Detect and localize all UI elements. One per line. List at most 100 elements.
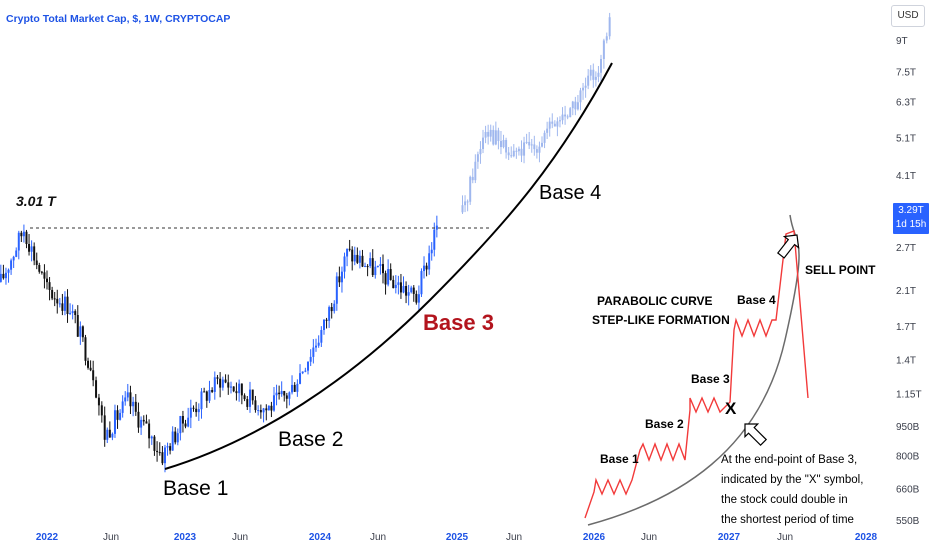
- candle-body: [381, 264, 384, 274]
- candle-body: [320, 330, 323, 343]
- candle-body: [587, 75, 590, 86]
- base-4-label: Base 4: [539, 182, 601, 204]
- candle-body: [238, 383, 241, 394]
- candle-body: [192, 407, 195, 409]
- x-tick-label: 2024: [309, 532, 332, 543]
- candle-body: [407, 292, 410, 296]
- candle-body: [307, 361, 310, 371]
- candle-body: [369, 258, 372, 267]
- candle-body: [158, 452, 161, 454]
- candle-body: [262, 408, 265, 413]
- candle-body: [28, 244, 31, 252]
- note-line-4: the shortest period of time: [721, 514, 854, 526]
- candle-body: [293, 384, 296, 392]
- candle-body: [299, 373, 302, 384]
- candle-body: [30, 246, 33, 252]
- candle-body: [340, 271, 343, 283]
- candle-countdown: 1d 15h: [895, 219, 927, 230]
- ath-label: 3.01 T: [16, 193, 57, 209]
- candle-body: [288, 392, 291, 399]
- candle-body: [251, 389, 254, 401]
- candle-body: [569, 108, 572, 118]
- candle-body: [283, 391, 286, 396]
- candle-body: [89, 367, 92, 371]
- x-tick-label: 2022: [36, 532, 59, 543]
- candle-body: [46, 278, 48, 283]
- candle-body: [525, 141, 528, 143]
- candle-body: [420, 271, 423, 295]
- candle-body: [482, 137, 485, 150]
- y-tick-label: 1.7T: [896, 322, 916, 333]
- candle-body: [533, 144, 536, 150]
- chart-title: Crypto Total Market Cap, $, 1W, CRYPTOCA…: [6, 13, 231, 25]
- candle-body: [76, 315, 79, 337]
- inset-title-line-2: STEP-LIKE FORMATION: [592, 313, 730, 327]
- candle-body: [257, 410, 260, 412]
- candle-body: [579, 90, 582, 103]
- candle-body: [108, 429, 111, 438]
- candle-body: [22, 231, 25, 237]
- candle-body: [240, 383, 243, 396]
- y-tick-label: 800B: [896, 452, 920, 463]
- candle-body: [265, 408, 268, 411]
- candle-body: [179, 416, 182, 434]
- candle-body: [38, 264, 41, 272]
- y-tick-label: 660B: [896, 485, 920, 496]
- candle-body: [430, 249, 433, 254]
- candle-body: [272, 395, 275, 411]
- candle-body: [317, 342, 320, 346]
- candle-body: [208, 390, 211, 401]
- currency-button[interactable]: USD: [891, 5, 925, 27]
- candle-body: [163, 447, 166, 464]
- y-tick-label: 550B: [896, 516, 920, 527]
- candle-body: [312, 347, 315, 357]
- candle-body: [405, 286, 408, 296]
- candle-body: [184, 423, 187, 427]
- candle-body: [66, 296, 69, 314]
- x-tick-label: 2025: [446, 532, 469, 543]
- candle-body: [538, 146, 541, 153]
- candle-body: [556, 121, 559, 127]
- y-tick-label: 2.7T: [896, 243, 916, 254]
- x-tick-label: Jun: [641, 532, 657, 543]
- candle-body: [497, 130, 500, 141]
- candle-body: [399, 282, 402, 293]
- sell-point-arrow-icon: [776, 234, 800, 259]
- candle-body: [111, 433, 114, 438]
- candle-body: [100, 405, 103, 416]
- candle-body: [338, 276, 341, 283]
- y-tick-label: 4.1T: [896, 171, 916, 182]
- x-marker: X: [725, 399, 737, 418]
- candle-body: [51, 289, 54, 299]
- candle-body: [150, 436, 153, 439]
- candle-body: [546, 128, 549, 133]
- inset-base-3-label: Base 3: [691, 372, 730, 386]
- candle-body: [197, 409, 200, 413]
- candle-body: [476, 154, 479, 162]
- candle-body: [551, 121, 554, 124]
- candle-body: [213, 377, 216, 392]
- candle-body: [348, 248, 351, 250]
- candle-body: [328, 307, 331, 321]
- candle-body: [134, 401, 137, 412]
- candle-body: [156, 450, 159, 453]
- candle-body: [333, 303, 336, 312]
- candle-body: [351, 249, 354, 262]
- candle-body: [543, 132, 546, 143]
- candle-body: [176, 433, 179, 443]
- candle-body: [181, 416, 184, 424]
- candle-body: [597, 72, 600, 77]
- candle-body: [505, 140, 508, 153]
- candle-body: [499, 140, 502, 148]
- candle-body: [166, 446, 169, 448]
- candle-body: [216, 377, 219, 379]
- candle-body: [392, 279, 395, 289]
- candle-body: [63, 296, 66, 311]
- x-axis: 2022 Jun 2023 Jun 2024 Jun 2025 Jun 2026 Jun 2027 J…: [36, 532, 878, 543]
- candle-body: [92, 370, 95, 381]
- candle-body: [200, 391, 203, 410]
- candle-body: [243, 395, 246, 400]
- candle-body: [20, 232, 23, 237]
- candle-body: [502, 140, 505, 148]
